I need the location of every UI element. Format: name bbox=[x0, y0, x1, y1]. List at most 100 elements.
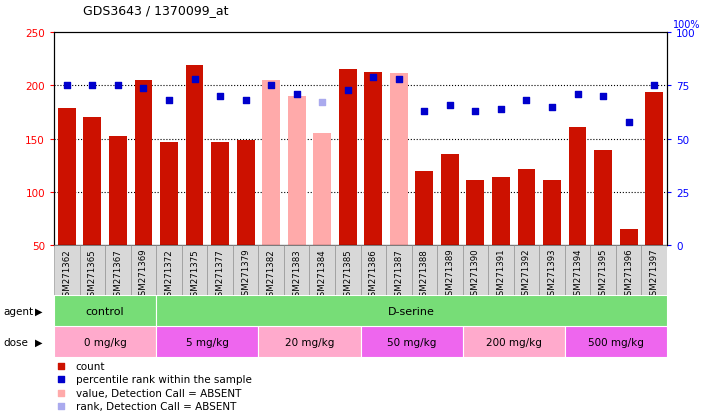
Point bbox=[342, 87, 353, 94]
Bar bbox=[466, 181, 485, 246]
Text: GSM271365: GSM271365 bbox=[88, 248, 97, 301]
Point bbox=[547, 104, 558, 111]
Point bbox=[572, 91, 583, 98]
Text: count: count bbox=[76, 361, 105, 371]
Text: GSM271384: GSM271384 bbox=[318, 248, 327, 301]
Bar bbox=[182, 246, 208, 295]
Bar bbox=[335, 246, 360, 295]
Bar bbox=[386, 246, 412, 295]
Bar bbox=[156, 326, 258, 357]
Bar bbox=[543, 181, 561, 246]
Bar bbox=[84, 118, 102, 246]
Bar bbox=[135, 81, 152, 246]
Text: GSM271389: GSM271389 bbox=[446, 248, 454, 301]
Text: rank, Detection Call = ABSENT: rank, Detection Call = ABSENT bbox=[76, 401, 236, 411]
Text: GSM271385: GSM271385 bbox=[343, 248, 353, 301]
Text: dose: dose bbox=[4, 337, 29, 347]
Bar bbox=[569, 128, 586, 246]
Bar bbox=[645, 93, 663, 246]
Text: GSM271397: GSM271397 bbox=[650, 248, 659, 301]
Text: 100%: 100% bbox=[673, 20, 700, 30]
Point bbox=[55, 389, 66, 396]
Text: GSM271392: GSM271392 bbox=[522, 248, 531, 301]
Bar bbox=[156, 295, 667, 326]
Point bbox=[648, 83, 660, 90]
Bar bbox=[390, 74, 408, 246]
Bar bbox=[488, 246, 514, 295]
Bar bbox=[642, 246, 667, 295]
Text: 20 mg/kg: 20 mg/kg bbox=[285, 337, 334, 347]
Bar bbox=[309, 246, 335, 295]
Point bbox=[393, 76, 404, 83]
Bar bbox=[616, 246, 642, 295]
Text: value, Detection Call = ABSENT: value, Detection Call = ABSENT bbox=[76, 388, 241, 398]
Text: 200 mg/kg: 200 mg/kg bbox=[486, 337, 541, 347]
Point bbox=[214, 94, 226, 100]
Text: GDS3643 / 1370099_at: GDS3643 / 1370099_at bbox=[83, 4, 229, 17]
Bar bbox=[594, 151, 612, 246]
Point bbox=[368, 74, 379, 81]
Bar bbox=[262, 81, 280, 246]
Bar bbox=[412, 246, 437, 295]
Text: GSM271382: GSM271382 bbox=[267, 248, 275, 301]
Text: GSM271369: GSM271369 bbox=[139, 248, 148, 301]
Bar bbox=[211, 142, 229, 246]
Point bbox=[55, 403, 66, 410]
Bar bbox=[79, 246, 105, 295]
Text: 50 mg/kg: 50 mg/kg bbox=[387, 337, 436, 347]
Bar bbox=[313, 134, 331, 246]
Point bbox=[291, 91, 302, 98]
Text: GSM271367: GSM271367 bbox=[113, 248, 123, 301]
Bar bbox=[565, 326, 667, 357]
Point bbox=[444, 102, 456, 109]
Bar bbox=[539, 246, 565, 295]
Point bbox=[138, 85, 149, 92]
Text: GSM271372: GSM271372 bbox=[164, 248, 174, 301]
Text: agent: agent bbox=[4, 306, 34, 316]
Point bbox=[495, 106, 507, 113]
Point bbox=[163, 98, 174, 104]
Text: D-serine: D-serine bbox=[388, 306, 435, 316]
Point bbox=[61, 83, 73, 90]
Text: GSM271362: GSM271362 bbox=[62, 248, 71, 301]
Bar bbox=[415, 171, 433, 246]
Text: GSM271387: GSM271387 bbox=[394, 248, 403, 301]
Text: GSM271377: GSM271377 bbox=[216, 248, 224, 301]
Bar bbox=[54, 326, 156, 357]
Text: GSM271383: GSM271383 bbox=[292, 248, 301, 301]
Bar bbox=[463, 246, 488, 295]
Text: 500 mg/kg: 500 mg/kg bbox=[588, 337, 644, 347]
Text: GSM271396: GSM271396 bbox=[624, 248, 633, 301]
Text: 0 mg/kg: 0 mg/kg bbox=[84, 337, 126, 347]
Bar bbox=[156, 246, 182, 295]
Bar bbox=[441, 154, 459, 246]
Bar bbox=[105, 246, 131, 295]
Bar bbox=[208, 246, 233, 295]
Point bbox=[55, 376, 66, 383]
Bar bbox=[109, 136, 127, 246]
Bar bbox=[360, 246, 386, 295]
Bar bbox=[437, 246, 463, 295]
Text: GSM271386: GSM271386 bbox=[368, 248, 378, 301]
Bar bbox=[565, 246, 590, 295]
Text: GSM271394: GSM271394 bbox=[573, 248, 582, 301]
Text: GSM271395: GSM271395 bbox=[598, 248, 608, 301]
Bar bbox=[284, 246, 309, 295]
Bar bbox=[54, 246, 79, 295]
Text: GSM271391: GSM271391 bbox=[497, 248, 505, 301]
Text: GSM271375: GSM271375 bbox=[190, 248, 199, 301]
Point bbox=[240, 98, 252, 104]
Bar bbox=[339, 70, 357, 246]
Bar bbox=[463, 326, 565, 357]
Point bbox=[112, 83, 124, 90]
Point bbox=[87, 83, 98, 90]
Bar bbox=[258, 326, 360, 357]
Text: 5 mg/kg: 5 mg/kg bbox=[186, 337, 229, 347]
Point bbox=[469, 109, 481, 115]
Bar bbox=[185, 66, 203, 246]
Bar bbox=[513, 246, 539, 295]
Point bbox=[597, 94, 609, 100]
Bar bbox=[492, 178, 510, 246]
Text: GSM271390: GSM271390 bbox=[471, 248, 480, 301]
Bar bbox=[160, 142, 178, 246]
